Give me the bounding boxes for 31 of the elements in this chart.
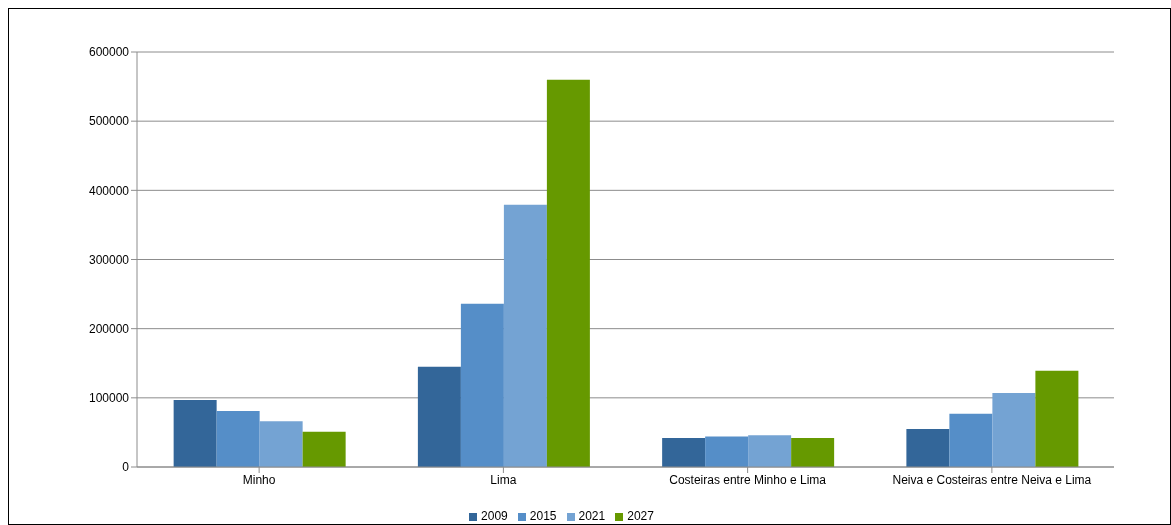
bar [259,421,303,467]
bar [503,204,547,467]
bar [949,413,993,467]
legend-label: 2027 [627,509,654,523]
x-tick-label: Costeiras entre Minho e Lima [669,472,827,487]
legend-label: 2021 [578,509,606,523]
legend-label: 2015 [529,509,557,523]
bar [748,435,792,467]
x-tick-label: Lima [490,472,517,487]
bar [906,428,950,467]
legend-label: 2009 [481,509,508,523]
y-tick-label: 200000 [88,321,130,336]
bar [546,79,590,467]
y-tick-label: 0 [122,460,130,475]
bar [302,431,346,467]
y-tick-label: 600000 [88,45,130,60]
bar [216,410,260,467]
bar [791,437,835,467]
y-tick-label: 300000 [88,252,130,267]
y-tick-label: 100000 [88,391,130,406]
bar [705,436,749,467]
bar [992,392,1036,467]
bar [662,437,706,467]
bar [460,303,504,467]
x-tick-label: Minho [242,472,276,487]
bar [417,366,461,467]
y-tick-label: 500000 [88,114,130,129]
y-tick-label: 400000 [88,183,130,198]
bar [1035,370,1079,467]
bar [173,399,217,467]
x-tick-label: Neiva e Costeiras entre Neiva e Lima [892,472,1092,487]
